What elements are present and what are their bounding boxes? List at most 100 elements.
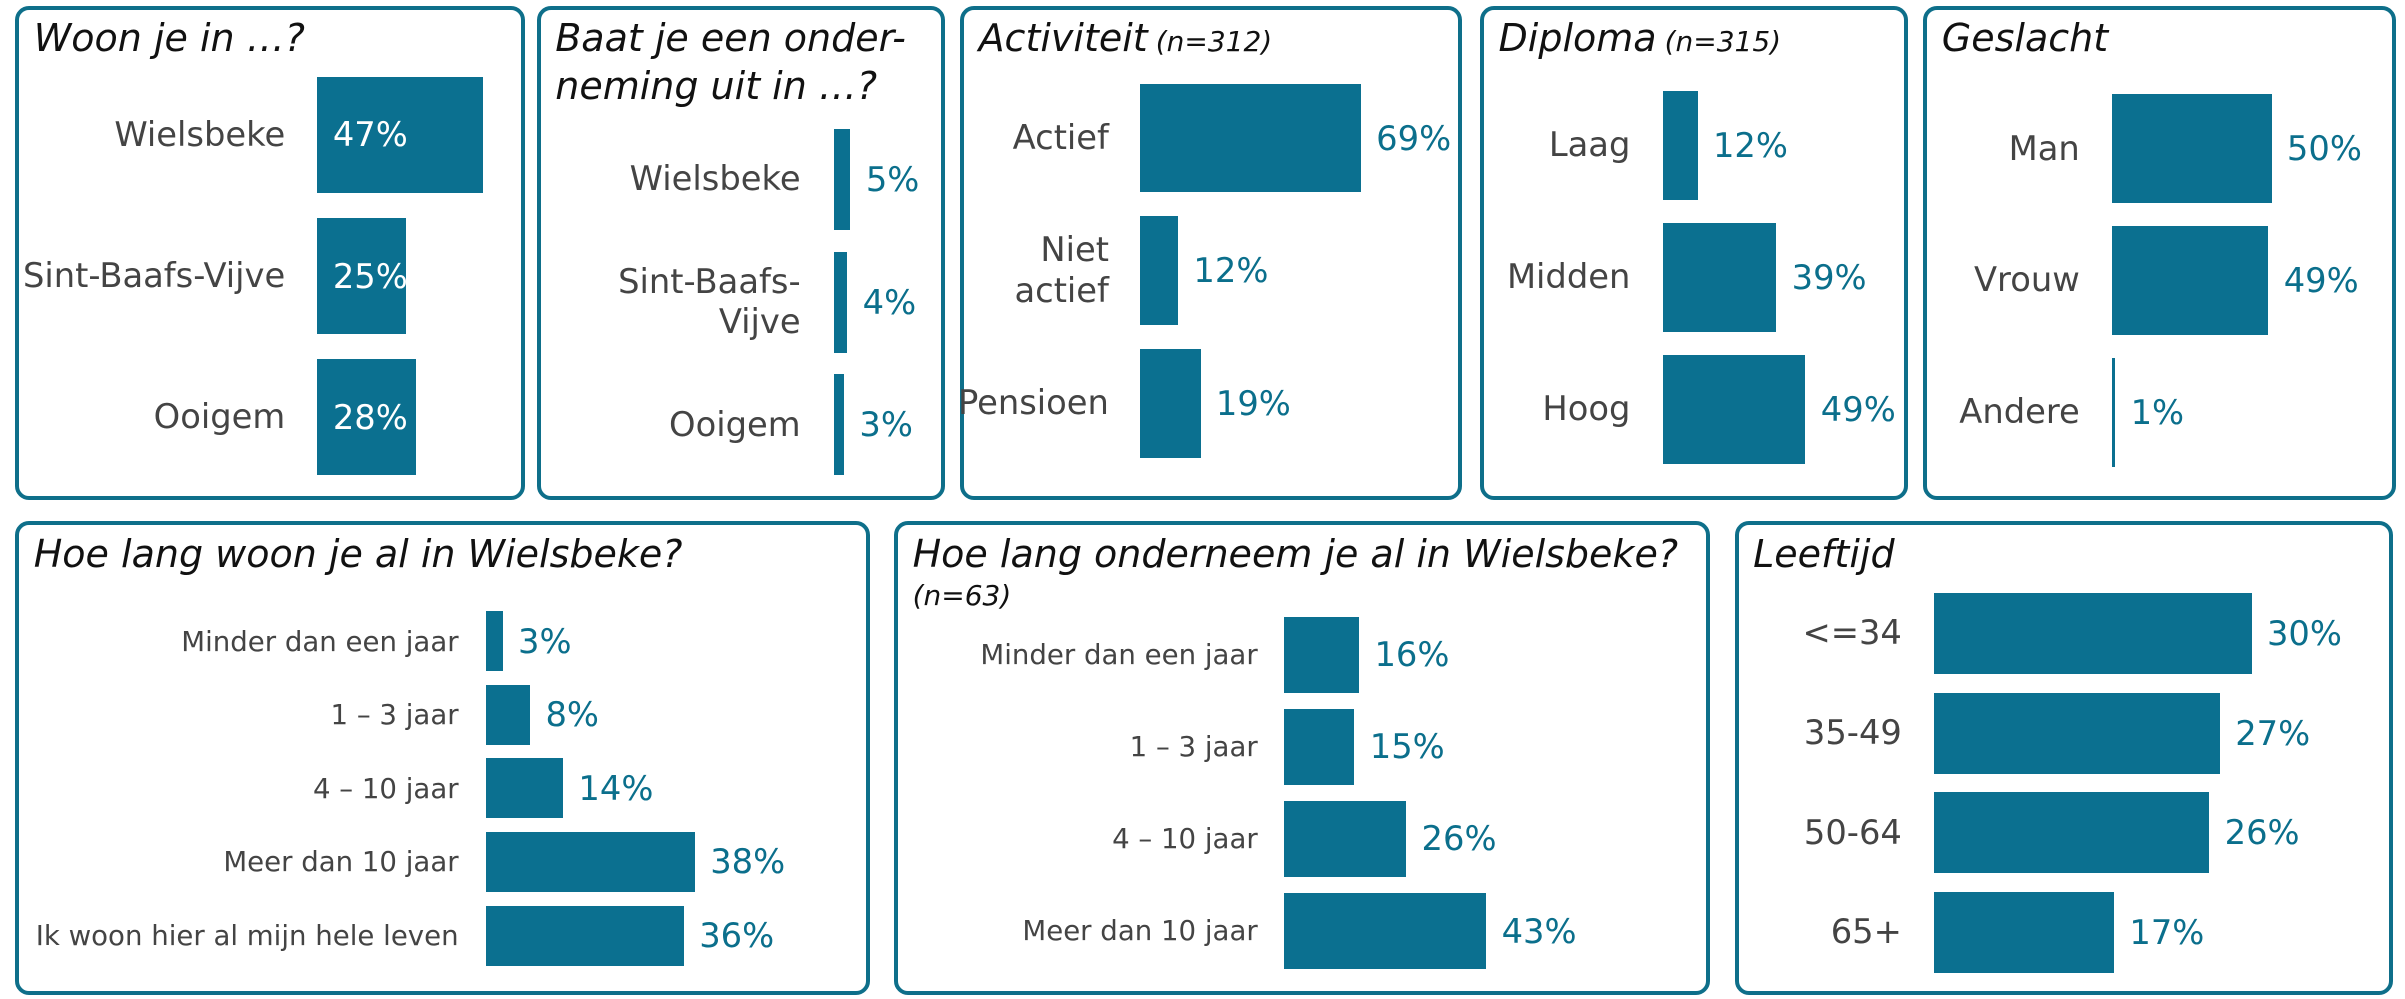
panel-border	[1923, 6, 2396, 500]
value-label: 50%	[2286, 129, 2362, 169]
category-label: Midden	[1506, 257, 1631, 297]
subtitle: (n=63)	[912, 579, 1012, 613]
category-label: Sint-Baafs-Vijve	[22, 255, 286, 295]
panel-border	[1734, 521, 2393, 996]
value-label: 12%	[1193, 251, 1269, 291]
category-label: Wielsbeke	[114, 114, 286, 154]
bar	[1934, 891, 2115, 974]
title-text: Leeftijd	[1753, 531, 1895, 576]
bar	[486, 684, 531, 745]
bar	[834, 251, 848, 353]
value-label: 12%	[1712, 126, 1788, 166]
value-label: 8%	[545, 695, 599, 735]
panel-title: Geslacht	[1942, 15, 2384, 63]
title-text: Woon je in …?	[33, 16, 305, 61]
category-label: 1 – 3 jaar	[330, 698, 459, 732]
bar	[486, 758, 564, 819]
bar	[317, 358, 417, 476]
bar	[1139, 216, 1179, 326]
value-label: 3%	[518, 621, 572, 661]
bar	[1139, 348, 1201, 458]
bar	[1934, 692, 2220, 774]
bar	[2112, 226, 2269, 336]
value-label: 43%	[1501, 911, 1577, 951]
bar	[1934, 592, 2252, 675]
panel-title: Woon je in …?	[34, 15, 513, 63]
category-label: Niet actief	[1014, 230, 1109, 310]
value-label: 49%	[1820, 390, 1896, 430]
bar	[1283, 800, 1407, 878]
category-label: Actief	[1012, 117, 1109, 157]
panel-title: Diploma (n=315)	[1499, 15, 1896, 63]
value-label: 3%	[859, 405, 913, 445]
bar	[1934, 792, 2210, 874]
value-label: 49%	[2283, 261, 2359, 301]
value-label: 47%	[332, 115, 408, 155]
value-label: 26%	[2224, 813, 2300, 853]
value-label: 17%	[2129, 913, 2205, 953]
bar	[486, 611, 503, 672]
value-label: 14%	[578, 768, 654, 808]
category-label: 50-64	[1803, 812, 1902, 852]
title-text: Hoe lang onderneem je al in Wielsbeke?	[912, 531, 1678, 576]
value-label: 19%	[1215, 383, 1291, 423]
category-label: Minder dan een jaar	[181, 624, 459, 658]
category-label: 35-49	[1803, 712, 1902, 752]
value-label: 26%	[1421, 819, 1497, 859]
panel-border	[1480, 6, 1909, 500]
title-text: Activiteit	[978, 16, 1148, 61]
category-label: Wielsbeke	[629, 159, 801, 199]
category-label: Ik woon hier al mijn hele leven	[35, 919, 459, 953]
subtitle: (n=312)	[1155, 25, 1273, 59]
category-label: Laag	[1548, 125, 1631, 165]
bar	[317, 217, 406, 335]
category-label: Hoog	[1542, 389, 1631, 429]
category-label: 4 – 10 jaar	[312, 771, 459, 805]
bar	[1283, 708, 1355, 786]
bar	[834, 374, 845, 476]
value-label: 38%	[710, 842, 786, 882]
value-label: 1%	[2130, 393, 2185, 433]
subtitle: (n=315)	[1664, 25, 1782, 59]
value-label: 16%	[1374, 635, 1450, 675]
bar	[1283, 616, 1360, 694]
value-label: 69%	[1376, 118, 1452, 158]
bar	[486, 905, 684, 966]
category-label: Meer dan 10 jaar	[1022, 914, 1258, 948]
bar	[1139, 83, 1361, 193]
bar	[317, 76, 484, 194]
title-text: Geslacht	[1941, 16, 2109, 61]
category-label: 4 – 10 jaar	[1112, 822, 1258, 856]
category-label: 65+	[1830, 912, 1902, 952]
value-label: 28%	[332, 397, 408, 437]
value-label: 15%	[1369, 727, 1445, 767]
panel-border	[15, 6, 525, 500]
bar	[1662, 223, 1777, 333]
panel-border	[15, 521, 870, 996]
value-label: 4%	[862, 282, 917, 322]
panel-border	[536, 6, 945, 500]
title-text: Hoe lang woon je al in Wielsbeke?	[33, 531, 683, 576]
value-label: 27%	[2235, 713, 2311, 753]
category-label: Ooigem	[669, 404, 801, 444]
panel-border	[894, 521, 1711, 996]
bar	[486, 832, 695, 892]
bar	[1662, 355, 1806, 464]
bar	[1283, 892, 1487, 970]
value-label: 5%	[865, 159, 920, 199]
value-label: 30%	[2266, 613, 2342, 653]
category-label: Sint-Baafs-Vijve	[618, 261, 801, 342]
category-label: <=34	[1802, 613, 1902, 653]
bar	[834, 128, 851, 231]
value-label: 25%	[332, 256, 408, 296]
panel-title: Hoe lang onderneem je al in Wielsbeke? (n…	[913, 531, 1698, 614]
category-label: Pensioen	[957, 383, 1109, 423]
bar	[2112, 358, 2116, 468]
value-label: 39%	[1791, 258, 1867, 298]
value-label: 36%	[699, 916, 775, 956]
category-label: 1 – 3 jaar	[1129, 730, 1258, 764]
category-label: Vrouw	[1973, 260, 2080, 300]
panel-title: Baat je een onder-neming uit in …?	[555, 15, 932, 110]
